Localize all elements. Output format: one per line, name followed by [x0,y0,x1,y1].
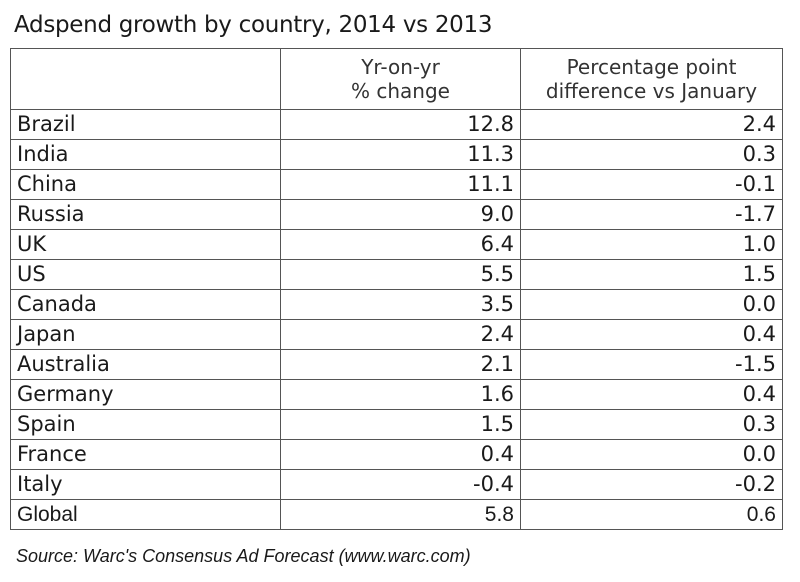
table-row: India 11.3 0.3 [10,139,783,170]
yoy-value-cell: -0.4 [280,469,521,500]
table-row: Brazil 12.8 2.4 [10,109,783,140]
yoy-value-cell: 9.0 [280,199,521,230]
diff-value-cell: 0.0 [520,289,783,320]
country-cell: Russia [10,199,281,230]
diff-value-cell: 0.4 [520,319,783,350]
country-cell: Japan [10,319,281,350]
diff-value-cell: 1.0 [520,229,783,260]
diff-value-cell: 0.6 [520,499,783,530]
diff-value-cell: 0.4 [520,379,783,410]
diff-value-cell: 0.0 [520,439,783,470]
diff-value-cell: -0.2 [520,469,783,500]
diff-value-cell: -1.7 [520,199,783,230]
yoy-value-cell: 2.1 [280,349,521,380]
country-cell: Germany [10,379,281,410]
yoy-value-cell: 1.5 [280,409,521,440]
country-cell: China [10,169,281,200]
table-row: Italy -0.4 -0.2 [10,469,783,500]
yoy-value-cell: 5.5 [280,259,521,290]
country-cell: Canada [10,289,281,320]
country-cell: Brazil [10,109,281,140]
country-cell: France [10,439,281,470]
header-country [10,48,281,110]
table-row: Germany 1.6 0.4 [10,379,783,410]
header-diff-line-2: difference vs January [545,79,758,103]
yoy-value-cell: 1.6 [280,379,521,410]
table-row: UK 6.4 1.0 [10,229,783,260]
table-row: Japan 2.4 0.4 [10,319,783,350]
source-note: Source: Warc's Consensus Ad Forecast (ww… [16,546,471,566]
header-yoy-line-2: % change [351,79,450,103]
table-title: Adspend growth by country, 2014 vs 2013 [14,12,493,38]
adspend-table: Yr-on-yr % change Percentage point diffe… [10,48,783,530]
country-cell: Australia [10,349,281,380]
country-cell: India [10,139,281,170]
diff-value-cell: -0.1 [520,169,783,200]
yoy-value-cell: 0.4 [280,439,521,470]
yoy-value-cell: 6.4 [280,229,521,260]
table-row-total: Global 5.8 0.6 [10,499,783,530]
country-cell: Global [10,499,281,530]
table-body: Brazil 12.8 2.4 India 11.3 0.3 China 11.1 -0.1 Ru… [10,109,783,530]
header-diff-line-1: Percentage point [566,55,737,79]
diff-value-cell: 1.5 [520,259,783,290]
yoy-value-cell: 11.1 [280,169,521,200]
diff-value-cell: 2.4 [520,109,783,140]
table-row: Australia 2.1 -1.5 [10,349,783,380]
yoy-value-cell: 11.3 [280,139,521,170]
country-cell: UK [10,229,281,260]
table-row: Spain 1.5 0.3 [10,409,783,440]
table-row: US 5.5 1.5 [10,259,783,290]
header-yoy: Yr-on-yr % change [280,48,521,110]
yoy-value-cell: 12.8 [280,109,521,140]
diff-value-cell: -1.5 [520,349,783,380]
diff-value-cell: 0.3 [520,139,783,170]
table-row: China 11.1 -0.1 [10,169,783,200]
table-row: Russia 9.0 -1.7 [10,199,783,230]
yoy-value-cell: 2.4 [280,319,521,350]
diff-value-cell: 0.3 [520,409,783,440]
header-yoy-line-1: Yr-on-yr [361,55,440,79]
table-row: France 0.4 0.0 [10,439,783,470]
country-cell: Spain [10,409,281,440]
header-row: Yr-on-yr % change Percentage point diffe… [10,48,783,110]
yoy-value-cell: 5.8 [280,499,521,530]
country-cell: Italy [10,469,281,500]
yoy-value-cell: 3.5 [280,289,521,320]
country-cell: US [10,259,281,290]
table-row: Canada 3.5 0.0 [10,289,783,320]
header-diff: Percentage point difference vs January [520,48,783,110]
